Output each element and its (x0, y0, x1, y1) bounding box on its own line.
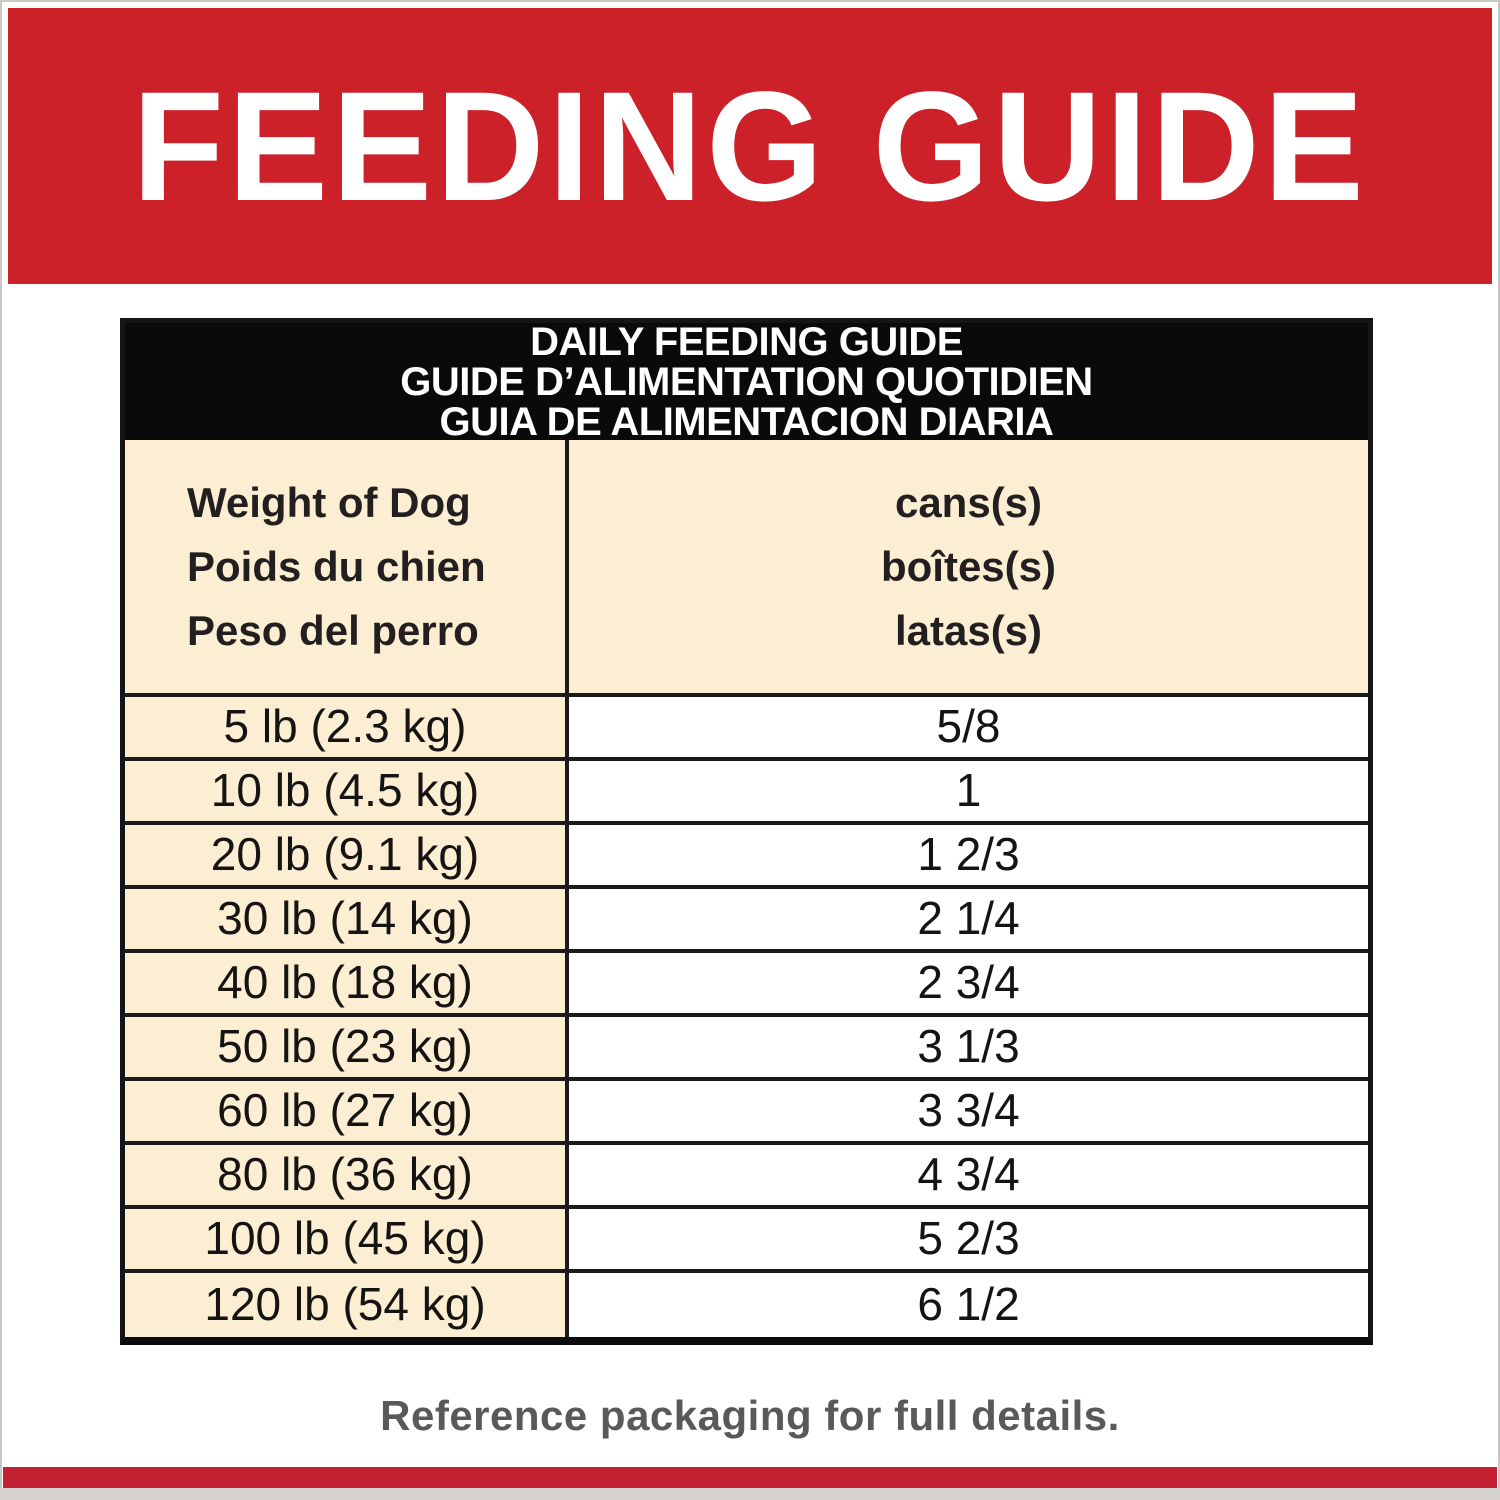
table-row: 60 lb (27 kg) 3 3/4 (125, 1081, 1368, 1145)
weight-header-es: Peso del perro (187, 606, 479, 654)
column-header-row: Weight of Dog Poids du chien Peso del pe… (125, 440, 1368, 697)
footer-note: Reference packaging for full details. (380, 1392, 1120, 1439)
table-row: 80 lb (36 kg) 4 3/4 (125, 1145, 1368, 1209)
cans-cell: 6 1/2 (569, 1273, 1368, 1337)
weight-cell: 5 lb (2.3 kg) (125, 697, 569, 757)
weight-cell: 30 lb (14 kg) (125, 889, 569, 949)
table-row: 20 lb (9.1 kg) 1 2/3 (125, 825, 1368, 889)
cans-cell: 5 2/3 (569, 1209, 1368, 1269)
table-body: 5 lb (2.3 kg) 5/8 10 lb (4.5 kg) 1 20 lb (9.… (125, 697, 1368, 1337)
cans-cell: 5/8 (569, 697, 1368, 757)
cans-cell: 1 2/3 (569, 825, 1368, 885)
weight-header-fr: Poids du chien (187, 542, 486, 590)
weight-cell: 40 lb (18 kg) (125, 953, 569, 1013)
weight-cell: 100 lb (45 kg) (125, 1209, 569, 1269)
cans-cell: 3 1/3 (569, 1017, 1368, 1077)
cans-cell: 2 1/4 (569, 889, 1368, 949)
bottom-red-bar (3, 1467, 1497, 1488)
weight-cell: 50 lb (23 kg) (125, 1017, 569, 1077)
cans-cell: 4 3/4 (569, 1145, 1368, 1205)
table-row: 40 lb (18 kg) 2 3/4 (125, 953, 1368, 1017)
weight-cell: 80 lb (36 kg) (125, 1145, 569, 1205)
weight-cell: 120 lb (54 kg) (125, 1273, 569, 1337)
cans-header-en: cans(s) (894, 478, 1043, 526)
cans-header-fr: boîtes(s) (880, 542, 1056, 590)
table-row: 30 lb (14 kg) 2 1/4 (125, 889, 1368, 953)
weight-cell: 20 lb (9.1 kg) (125, 825, 569, 885)
weight-header-en: Weight of Dog (187, 478, 471, 526)
weight-column-header: Weight of Dog Poids du chien Peso del pe… (125, 440, 569, 693)
table-title-line-es: GUIA DE ALIMENTACION DIARIA (439, 399, 1054, 444)
table-row: 120 lb (54 kg) 6 1/2 (125, 1273, 1368, 1337)
table-title-line-en: DAILY FEEDING GUIDE (530, 319, 963, 364)
table-row: 100 lb (45 kg) 5 2/3 (125, 1209, 1368, 1273)
table-row: 5 lb (2.3 kg) 5/8 (125, 697, 1368, 761)
cans-cell: 3 3/4 (569, 1081, 1368, 1141)
table-title: DAILY FEEDING GUIDE GUIDE D’ALIMENTATION… (125, 319, 1368, 444)
cans-cell: 1 (569, 761, 1368, 821)
banner-title: FEEDING GUIDE (132, 58, 1368, 233)
table-row: 10 lb (4.5 kg) 1 (125, 761, 1368, 825)
table-row: 50 lb (23 kg) 3 1/3 (125, 1017, 1368, 1081)
cans-cell: 2 3/4 (569, 953, 1368, 1013)
feeding-guide-banner: FEEDING GUIDE (8, 8, 1492, 284)
weight-cell: 60 lb (27 kg) (125, 1081, 569, 1141)
bottom-gray-strip (0, 1488, 1500, 1500)
daily-feeding-table: DAILY FEEDING GUIDE GUIDE D’ALIMENTATION… (120, 318, 1373, 1345)
cans-column-header: cans(s) boîtes(s) latas(s) (569, 440, 1368, 693)
cans-header-es: latas(s) (894, 606, 1043, 654)
weight-cell: 10 lb (4.5 kg) (125, 761, 569, 821)
table-title-line-fr: GUIDE D’ALIMENTATION QUOTIDIEN (400, 359, 1093, 404)
